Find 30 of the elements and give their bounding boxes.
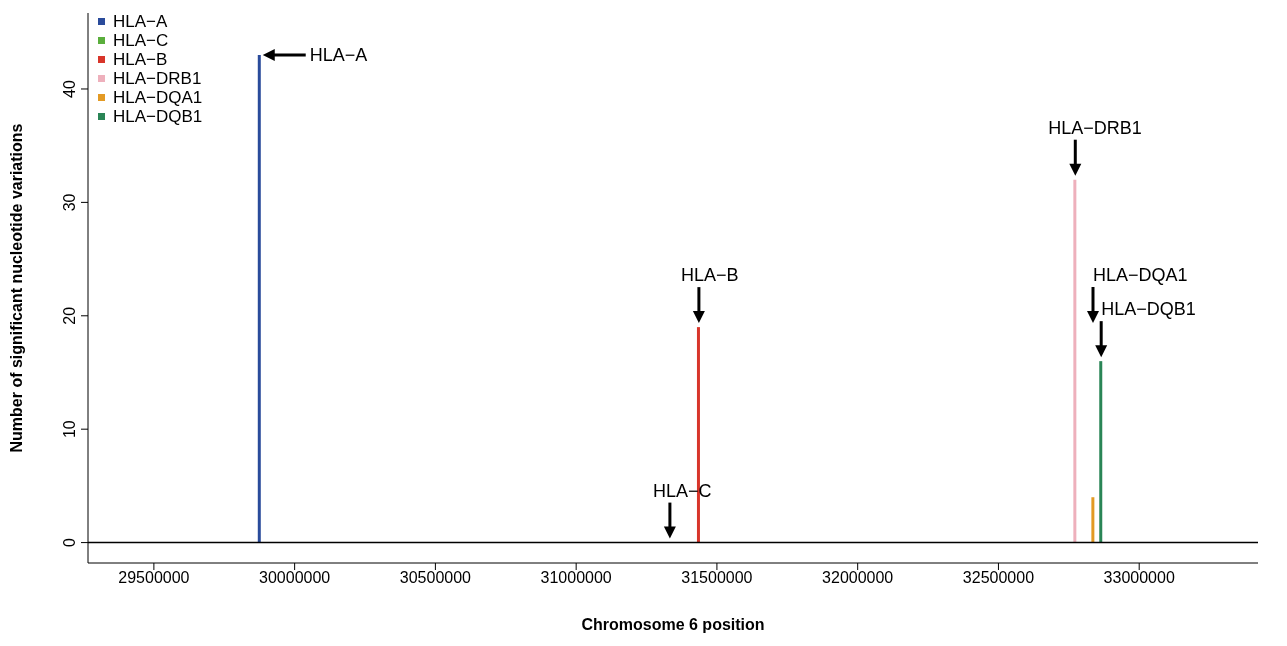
- x-tick-label: 30500000: [399, 569, 472, 587]
- x-tick-label: 32500000: [962, 569, 1035, 587]
- annotation: HLA−DRB1: [1048, 117, 1142, 138]
- annotation: HLA−DQB1: [1101, 299, 1196, 320]
- x-tick-label: 33000000: [1103, 569, 1175, 587]
- y-tick-label: 20: [61, 306, 78, 325]
- bar: [1073, 179, 1077, 543]
- bar: [257, 54, 261, 543]
- x-tick-label: 29500000: [118, 569, 190, 587]
- x-tick-label: 31500000: [681, 569, 753, 587]
- y-tick-label: 30: [61, 193, 78, 212]
- y-tick-label: 10: [61, 420, 78, 439]
- legend-label: HLA−DQB1: [113, 107, 203, 126]
- annotation: HLA−DQA1: [1093, 265, 1188, 285]
- x-axis-title: Chromosome 6 position: [581, 616, 765, 633]
- legend-label: HLA−C: [113, 31, 169, 50]
- legend-label: HLA−DQA1: [113, 88, 203, 107]
- legend-label: HLA−A: [113, 12, 168, 31]
- legend-label: HLA−DRB1: [113, 69, 202, 88]
- y-tick-label: 0: [61, 538, 78, 548]
- bar: [1091, 497, 1095, 543]
- x-tick-label: 30000000: [259, 569, 331, 587]
- bar: [1099, 361, 1103, 543]
- annotation: HLA−A: [309, 44, 368, 65]
- y-tick-label: 40: [61, 79, 78, 98]
- x-tick-label: 32000000: [822, 569, 894, 587]
- legend-label: HLA−B: [113, 50, 168, 69]
- annotation: HLA−B: [680, 265, 739, 286]
- y-axis-title: Number of significant nucleotide variations: [7, 123, 25, 453]
- x-tick-label: 31000000: [540, 569, 612, 587]
